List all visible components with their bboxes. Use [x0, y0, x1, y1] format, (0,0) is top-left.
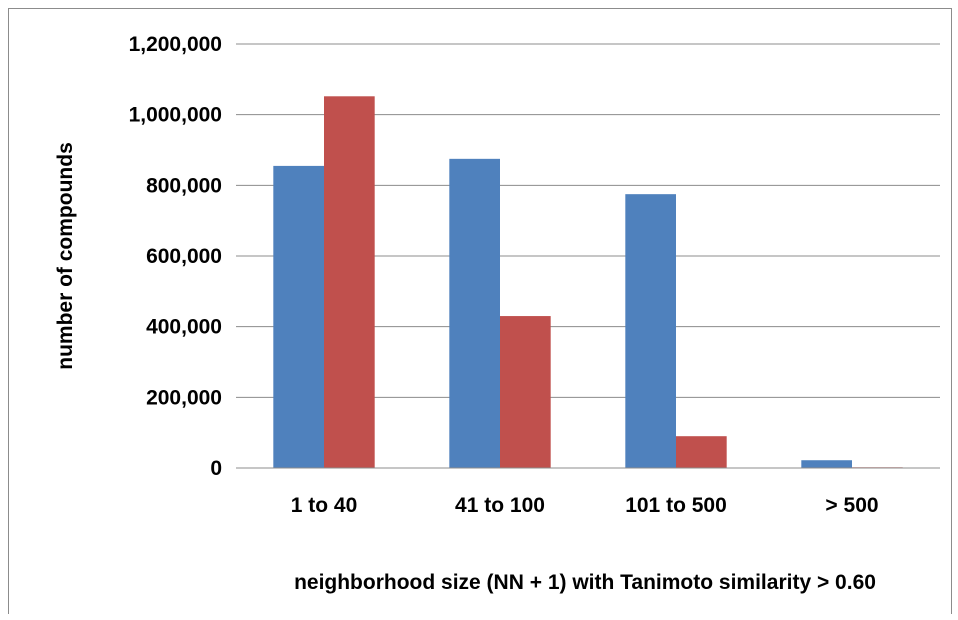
bars — [273, 96, 903, 469]
y-tick-label: 1,000,000 — [129, 104, 222, 127]
y-tick-label: 400,000 — [146, 316, 222, 339]
bar-series-2 — [500, 316, 551, 468]
x-tick-labels: 1 to 40 41 to 100 101 to 500 > 500 — [291, 494, 879, 517]
x-tick-label: 41 to 100 — [455, 494, 545, 517]
bar-series-1 — [449, 158, 500, 469]
x-tick-label: 1 to 40 — [291, 494, 358, 517]
y-tick-label: 1,200,000 — [129, 33, 222, 56]
x-axis-label: neighborhood size (NN + 1) with Tanimoto… — [294, 571, 876, 594]
bar-series-1 — [801, 460, 852, 468]
y-tick-label: 800,000 — [146, 174, 222, 197]
y-tick-label: 0 — [210, 457, 222, 480]
x-tick-label: 101 to 500 — [625, 494, 727, 517]
bar-series-1 — [273, 165, 324, 468]
chart-frame — [8, 8, 952, 614]
x-tick-label: > 500 — [825, 494, 878, 517]
bar-series-2 — [676, 436, 727, 468]
y-tick-labels: 0 200,000 400,000 600,000 800,000 1,000,000 1,… — [129, 33, 222, 480]
bar-series-1 — [625, 194, 676, 468]
bar-series-2 — [324, 96, 375, 468]
y-tick-label: 600,000 — [146, 245, 222, 268]
y-tick-label: 200,000 — [146, 386, 222, 409]
y-axis-label: number of compounds — [54, 142, 77, 370]
